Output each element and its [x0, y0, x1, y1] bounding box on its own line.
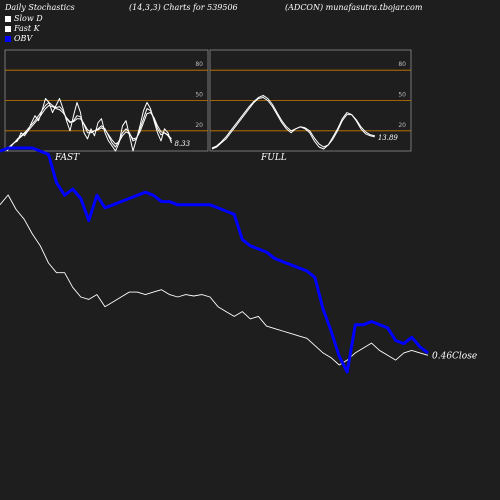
tick-label-full-80: 80 — [398, 61, 406, 68]
header-middle: (14,3,3) Charts for 539506 — [129, 3, 238, 12]
header-right: (ADCON) munafasutra.tbojar.com — [285, 3, 423, 12]
stoch-line-fast-0 — [6, 98, 172, 152]
obv-line — [0, 146, 429, 374]
tick-label-full-50: 50 — [398, 92, 406, 99]
legend-obv: OBV — [5, 34, 32, 43]
legend-swatch-fast-k — [5, 26, 11, 32]
header-left: Daily Stochastics — [5, 3, 75, 12]
tick-label-fast-50: 50 — [195, 92, 203, 99]
tick-label-fast-20: 20 — [195, 122, 203, 129]
close-value-label: 0.46Close — [432, 351, 477, 361]
tick-label-full-20: 20 — [398, 122, 406, 129]
legend-label-fast-k: Fast K — [14, 24, 40, 33]
legend-fast-k: Fast K — [5, 24, 40, 33]
legend-swatch-obv — [5, 36, 11, 42]
close-price-line — [0, 194, 429, 366]
stoch-line-full-0 — [211, 97, 375, 150]
tick-label-fast-80: 80 — [195, 61, 203, 68]
last-value-fast: 8.33 — [174, 140, 190, 148]
legend-label-obv: OBV — [14, 34, 33, 43]
stoch-line-fast-2 — [6, 105, 172, 149]
panel-label-fast: FAST — [55, 153, 80, 163]
stoch-line-fast-1 — [6, 102, 172, 150]
legend-slow-d: Slow D — [5, 14, 43, 23]
panel-label-full: FULL — [261, 153, 287, 163]
legend-label-slow-d: Slow D — [14, 14, 43, 23]
legend-swatch-slow-d — [5, 16, 11, 22]
stoch-line-full-1 — [211, 94, 375, 149]
last-value-full: 13.89 — [378, 134, 399, 142]
